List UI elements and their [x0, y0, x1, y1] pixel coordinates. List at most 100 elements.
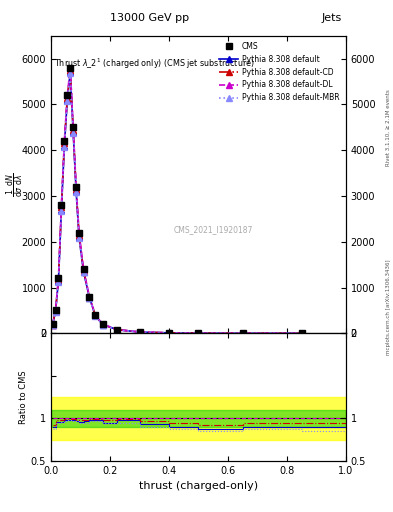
Pythia 8.308 default-DL: [196, 330, 201, 336]
Pythia 8.308 default: [62, 143, 67, 149]
CMS: [87, 293, 92, 300]
Pythia 8.308 default-DL: [81, 266, 86, 272]
Text: $\frac{1}{\mathrm{d}\sigma}\frac{\mathrm{d}N}{\mathrm{d}\lambda}$: $\frac{1}{\mathrm{d}\sigma}\frac{\mathrm…: [5, 173, 26, 197]
Pythia 8.308 default: [77, 234, 81, 240]
Pythia 8.308 default-CD: [62, 140, 67, 146]
Text: Thrust $\lambda\_2^1$ (charged only) (CMS jet substructure): Thrust $\lambda\_2^1$ (charged only) (CM…: [54, 57, 255, 71]
Pythia 8.308 default-DL: [56, 275, 61, 282]
Pythia 8.308 default-MBR: [93, 313, 98, 319]
Pythia 8.308 default-DL: [62, 138, 67, 144]
Pythia 8.308 default: [65, 97, 70, 103]
Pythia 8.308 default-CD: [100, 322, 105, 328]
Pythia 8.308 default-DL: [77, 229, 81, 236]
Pythia 8.308 default-MBR: [53, 309, 58, 315]
Pythia 8.308 default-DL: [50, 322, 55, 328]
Pythia 8.308 default-MBR: [71, 130, 75, 136]
Pythia 8.308 default-CD: [87, 294, 92, 300]
Text: Rivet 3.1.10, ≥ 2.1M events: Rivet 3.1.10, ≥ 2.1M events: [386, 90, 391, 166]
Pythia 8.308 default: [53, 308, 58, 314]
Pythia 8.308 default-DL: [100, 321, 105, 327]
CMS: [71, 124, 75, 131]
Pythia 8.308 default: [241, 330, 245, 336]
CMS: [299, 330, 304, 336]
Pythia 8.308 default-MBR: [68, 70, 73, 76]
CMS: [74, 184, 79, 190]
Pythia 8.308 default-DL: [53, 307, 58, 313]
CMS: [56, 275, 61, 282]
Pythia 8.308 default-CD: [241, 330, 245, 336]
Line: Pythia 8.308 default-CD: Pythia 8.308 default-CD: [50, 68, 305, 336]
Pythia 8.308 default-MBR: [77, 235, 81, 241]
Pythia 8.308 default-CD: [81, 268, 86, 274]
Text: Jets: Jets: [321, 13, 342, 23]
Pythia 8.308 default: [115, 327, 120, 333]
Pythia 8.308 default-CD: [93, 312, 98, 318]
Pythia 8.308 default-CD: [77, 232, 81, 238]
Pythia 8.308 default-MBR: [81, 269, 86, 275]
Pythia 8.308 default: [196, 330, 201, 336]
Pythia 8.308 default: [74, 188, 79, 195]
CMS: [196, 330, 201, 336]
Pythia 8.308 default: [93, 312, 98, 318]
Pythia 8.308 default: [167, 330, 171, 336]
CMS: [77, 229, 81, 236]
Pythia 8.308 default-CD: [56, 276, 61, 283]
Pythia 8.308 default-CD: [50, 322, 55, 328]
Pythia 8.308 default-DL: [74, 184, 79, 190]
Text: CMS_2021_I1920187: CMS_2021_I1920187: [174, 225, 253, 233]
Pythia 8.308 default-MBR: [241, 330, 245, 336]
Pythia 8.308 default: [56, 278, 61, 284]
CMS: [68, 65, 73, 71]
X-axis label: thrust (charged-only): thrust (charged-only): [139, 481, 258, 491]
CMS: [53, 307, 58, 313]
Pythia 8.308 default-DL: [115, 327, 120, 333]
Pythia 8.308 default-CD: [71, 126, 75, 133]
CMS: [167, 330, 171, 336]
CMS: [62, 138, 67, 144]
Pythia 8.308 default: [137, 329, 142, 335]
Pythia 8.308 default-DL: [299, 330, 304, 336]
Line: Pythia 8.308 default-DL: Pythia 8.308 default-DL: [50, 65, 305, 336]
Text: mcplots.cern.ch [arXiv:1306.3436]: mcplots.cern.ch [arXiv:1306.3436]: [386, 260, 391, 355]
Pythia 8.308 default-DL: [87, 293, 92, 300]
Pythia 8.308 default-MBR: [65, 98, 70, 104]
CMS: [115, 327, 120, 333]
Pythia 8.308 default-CD: [68, 67, 73, 73]
Pythia 8.308 default-CD: [74, 186, 79, 192]
Pythia 8.308 default-MBR: [59, 207, 64, 214]
Pythia 8.308 default-MBR: [62, 143, 67, 150]
Pythia 8.308 default-MBR: [100, 322, 105, 328]
Pythia 8.308 default-MBR: [74, 189, 79, 196]
Pythia 8.308 default: [87, 294, 92, 301]
Pythia 8.308 default-CD: [53, 308, 58, 314]
Pythia 8.308 default-MBR: [299, 330, 304, 336]
Pythia 8.308 default-MBR: [56, 279, 61, 285]
Pythia 8.308 default-DL: [241, 330, 245, 336]
Pythia 8.308 default-MBR: [196, 330, 201, 336]
Pythia 8.308 default: [71, 129, 75, 135]
Pythia 8.308 default-DL: [59, 202, 64, 208]
CMS: [59, 202, 64, 208]
Pythia 8.308 default-CD: [59, 204, 64, 210]
Legend: CMS, Pythia 8.308 default, Pythia 8.308 default-CD, Pythia 8.308 default-DL, Pyt: CMS, Pythia 8.308 default, Pythia 8.308 …: [217, 39, 342, 104]
CMS: [100, 321, 105, 327]
Pythia 8.308 default-DL: [71, 124, 75, 131]
CMS: [93, 312, 98, 318]
Bar: [51, 397, 346, 439]
Pythia 8.308 default-CD: [137, 329, 142, 335]
Pythia 8.308 default: [81, 268, 86, 274]
Pythia 8.308 default-MBR: [50, 322, 55, 328]
Pythia 8.308 default: [68, 70, 73, 76]
Pythia 8.308 default-MBR: [115, 327, 120, 333]
Pythia 8.308 default-CD: [65, 95, 70, 101]
Y-axis label: Ratio to CMS: Ratio to CMS: [19, 370, 28, 424]
Pythia 8.308 default: [50, 322, 55, 328]
Text: 13000 GeV pp: 13000 GeV pp: [110, 13, 189, 23]
Pythia 8.308 default-DL: [137, 329, 142, 335]
Pythia 8.308 default-DL: [65, 92, 70, 98]
Pythia 8.308 default-CD: [299, 330, 304, 336]
Pythia 8.308 default-MBR: [87, 295, 92, 301]
Pythia 8.308 default-CD: [115, 327, 120, 333]
Pythia 8.308 default: [100, 322, 105, 328]
Pythia 8.308 default: [299, 330, 304, 336]
